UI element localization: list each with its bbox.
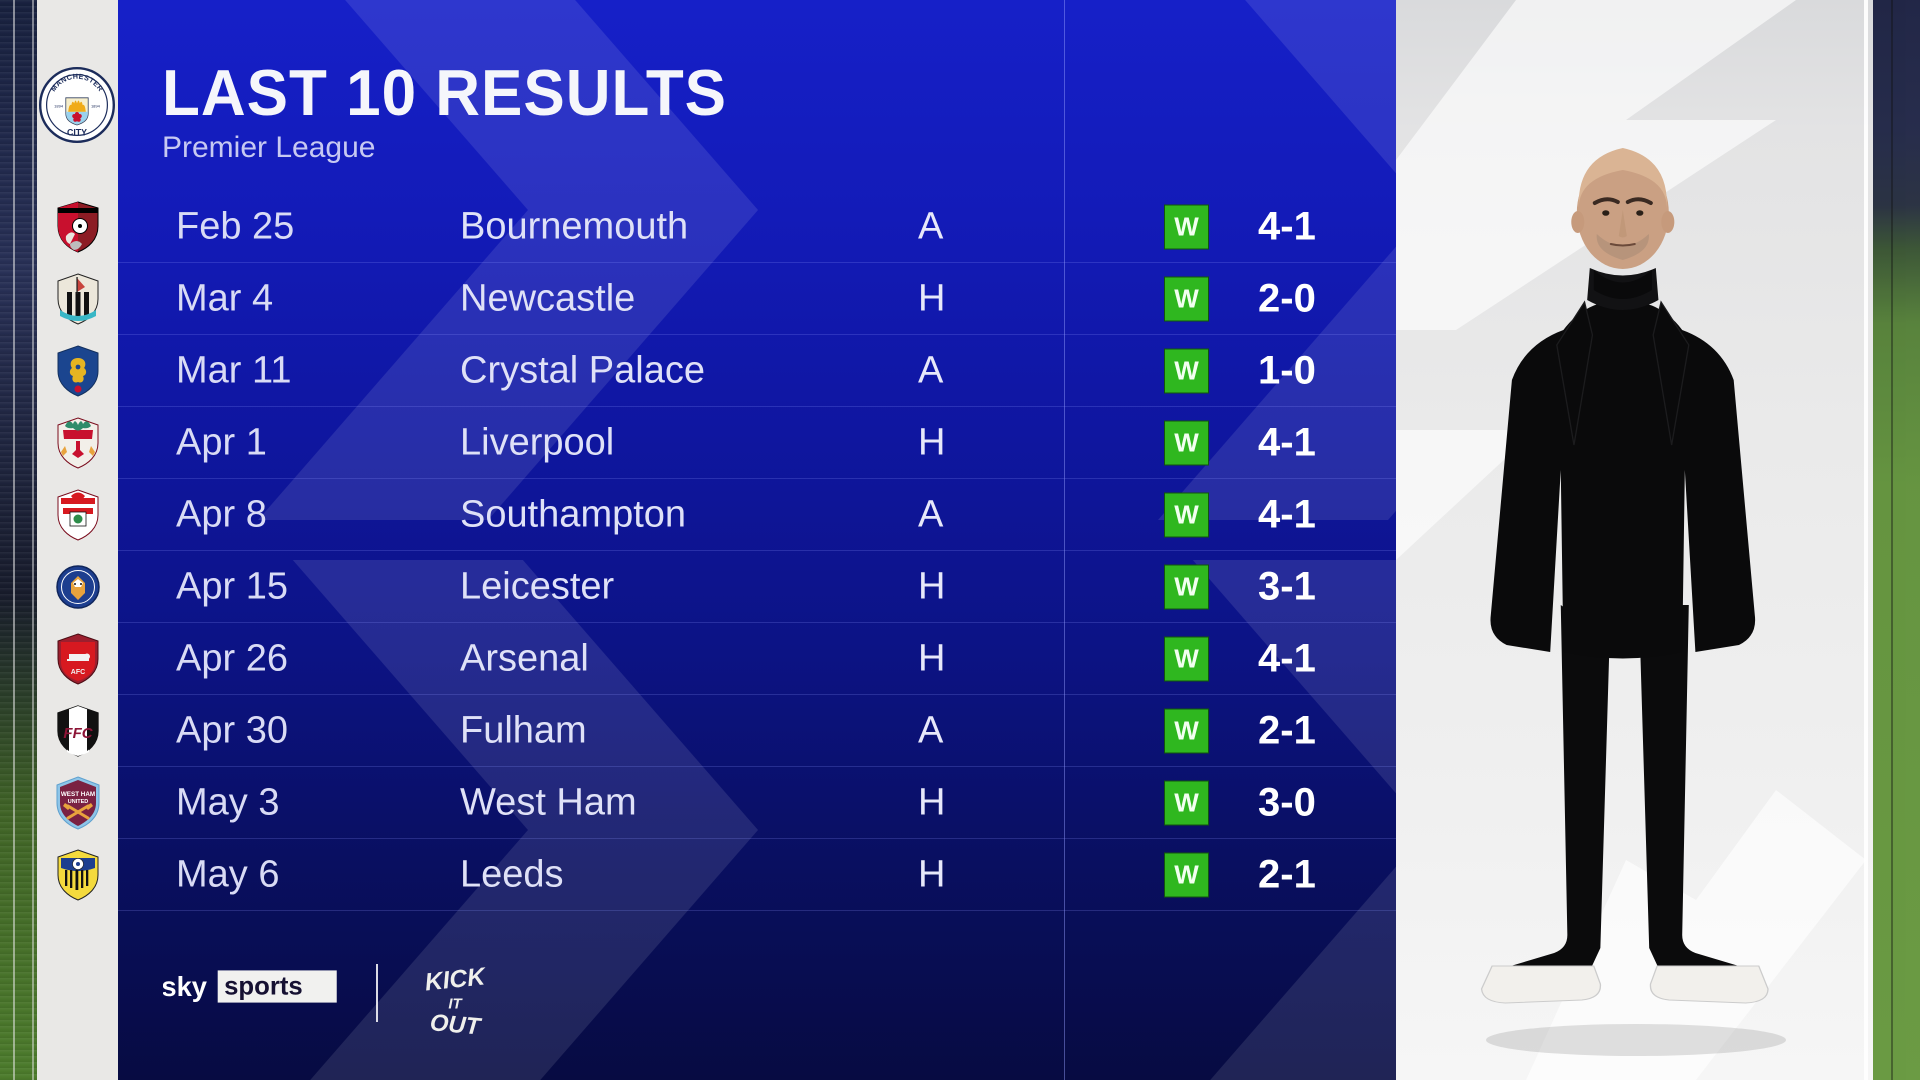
svg-text:AFC: AFC (71, 669, 85, 676)
svg-text:UNITED: UNITED (68, 799, 89, 805)
svg-text:WEST HAM: WEST HAM (61, 791, 95, 798)
svg-text:1894: 1894 (54, 103, 64, 108)
svg-text:FFC: FFC (63, 725, 93, 742)
svg-text:OUT: OUT (429, 1009, 484, 1040)
svg-text:sports: sports (224, 973, 303, 1001)
svg-text:CITY: CITY (67, 127, 87, 137)
svg-text:sky: sky (163, 971, 208, 1002)
svg-text:1894: 1894 (91, 103, 101, 108)
svg-text:KICK: KICK (424, 963, 489, 996)
